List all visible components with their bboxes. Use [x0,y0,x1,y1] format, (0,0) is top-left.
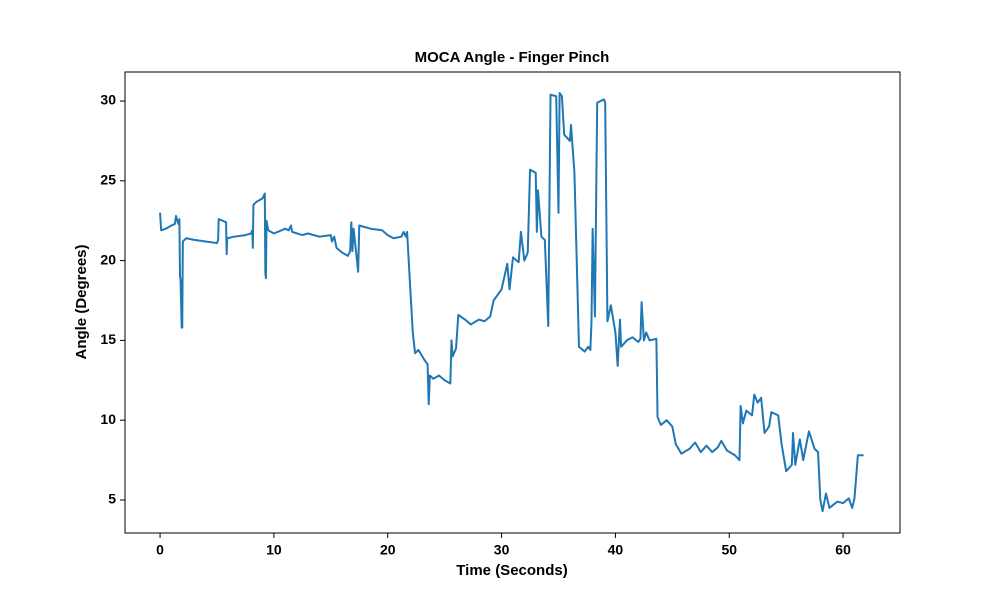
x-tick-label: 20 [380,542,396,558]
plot-frame [124,71,901,534]
x-axis-label: Time (Seconds) [456,562,567,579]
data-line [159,92,864,513]
x-tick-label: 30 [494,542,510,558]
x-tick-label: 60 [835,542,851,558]
y-tick-label: 25 [100,172,116,188]
x-tick-label: 10 [266,542,282,558]
y-tick-label: 5 [108,491,116,507]
y-tick-label: 15 [100,331,116,347]
x-tick-label: 0 [156,542,164,558]
x-tick-label: 50 [721,542,737,558]
y-tick-label: 10 [100,411,116,427]
y-tick-label: 30 [100,92,116,108]
y-axis-label: Angle (Degrees) [73,244,90,359]
chart-title: MOCA Angle - Finger Pinch [415,49,610,66]
x-tick-label: 40 [608,542,624,558]
y-tick-label: 20 [100,251,116,267]
